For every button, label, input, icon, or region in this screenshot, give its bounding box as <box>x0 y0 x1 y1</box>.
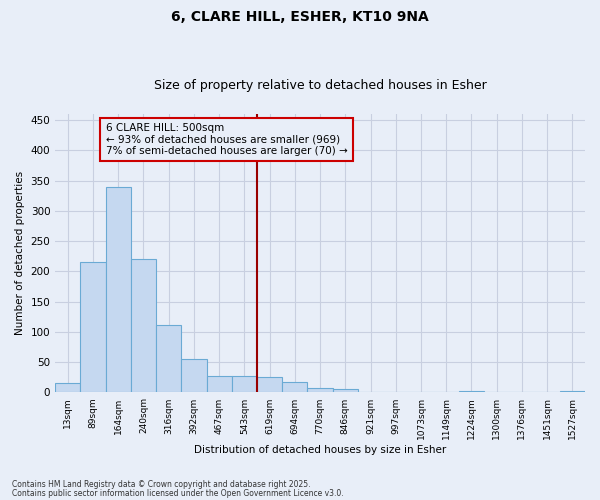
Bar <box>257 378 282 392</box>
Bar <box>560 391 585 392</box>
Bar <box>80 262 106 392</box>
Bar <box>332 390 358 392</box>
Text: 6, CLARE HILL, ESHER, KT10 9NA: 6, CLARE HILL, ESHER, KT10 9NA <box>171 10 429 24</box>
Bar <box>232 376 257 392</box>
Bar <box>156 324 181 392</box>
X-axis label: Distribution of detached houses by size in Esher: Distribution of detached houses by size … <box>194 445 446 455</box>
Bar <box>106 186 131 392</box>
Text: Contains HM Land Registry data © Crown copyright and database right 2025.: Contains HM Land Registry data © Crown c… <box>12 480 311 489</box>
Text: 6 CLARE HILL: 500sqm
← 93% of detached houses are smaller (969)
7% of semi-detac: 6 CLARE HILL: 500sqm ← 93% of detached h… <box>106 123 347 156</box>
Bar <box>131 260 156 392</box>
Bar <box>55 384 80 392</box>
Title: Size of property relative to detached houses in Esher: Size of property relative to detached ho… <box>154 79 487 92</box>
Text: Contains public sector information licensed under the Open Government Licence v3: Contains public sector information licen… <box>12 488 344 498</box>
Bar <box>206 376 232 392</box>
Bar <box>181 359 206 392</box>
Bar <box>282 382 307 392</box>
Bar <box>307 388 332 392</box>
Bar <box>459 391 484 392</box>
Y-axis label: Number of detached properties: Number of detached properties <box>15 171 25 336</box>
